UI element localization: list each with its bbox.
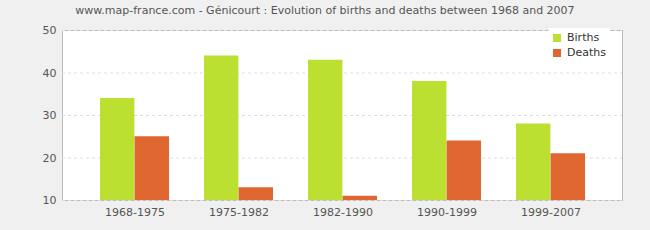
svg-text:1999-2007: 1999-2007 [521,206,581,219]
svg-text:40: 40 [43,67,57,80]
html-text:Deaths: Deaths [567,46,606,59]
html-text:Births: Births [567,31,600,44]
svg-text:10: 10 [43,194,57,207]
svg-text:30: 30 [43,109,57,122]
svg-text:1990-1999: 1990-1999 [417,206,477,219]
svg-text:1975-1982: 1975-1982 [209,206,269,219]
svg-text:20: 20 [43,152,57,165]
html-text:www.map-france.com - Génicourt: www.map-france.com - Génicourt : Evoluti… [75,4,575,17]
svg-text:50: 50 [43,24,57,37]
svg-text:1968-1975: 1968-1975 [105,206,165,219]
svg-text:1982-1990: 1982-1990 [313,206,373,219]
